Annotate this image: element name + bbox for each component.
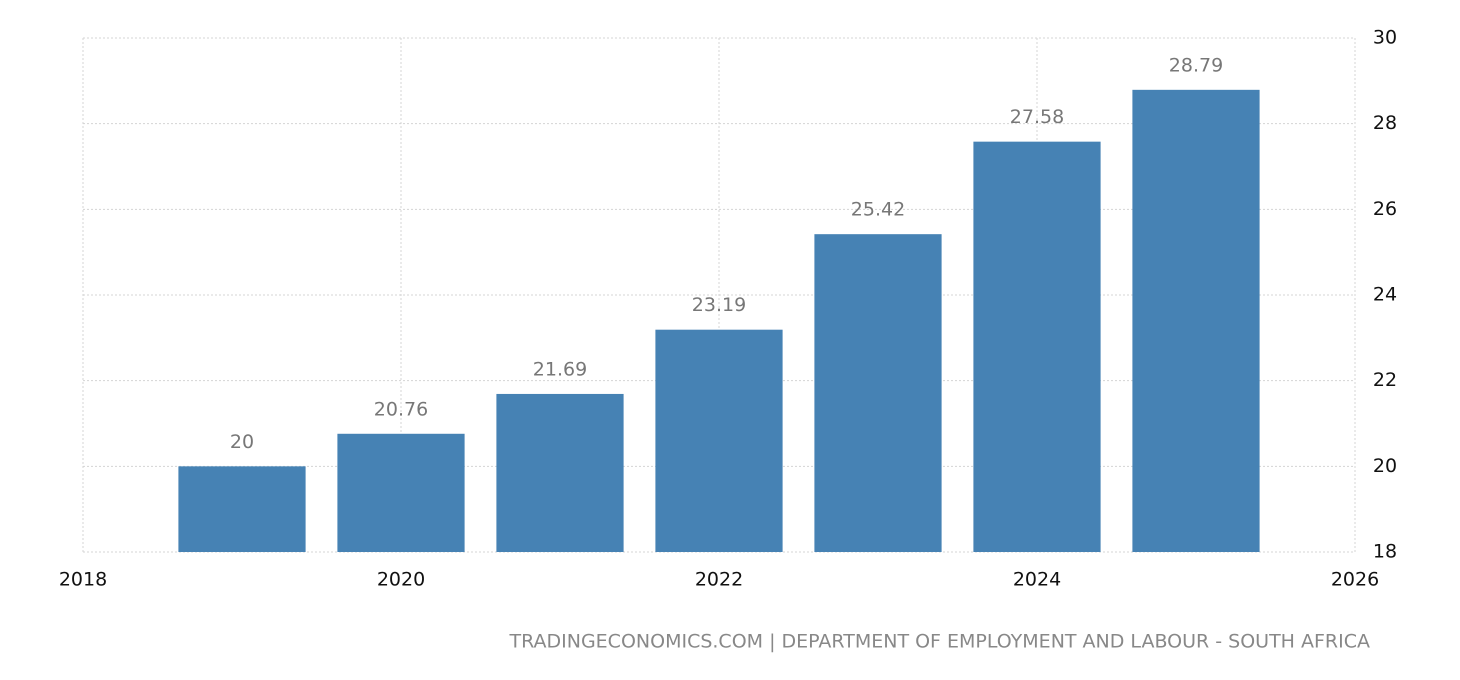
value-label: 25.42	[851, 199, 905, 221]
y-tick-label: 24	[1373, 284, 1397, 306]
bar	[973, 141, 1101, 552]
y-tick-label: 28	[1373, 112, 1397, 134]
bar	[814, 234, 942, 552]
x-tick-label: 2026	[1331, 569, 1379, 591]
value-label: 20.76	[374, 398, 428, 420]
bar	[337, 433, 465, 552]
y-tick-label: 22	[1373, 369, 1397, 391]
bar	[496, 393, 624, 552]
y-tick-label: 26	[1373, 198, 1397, 220]
bar	[1132, 89, 1260, 552]
y-tick-label: 30	[1373, 27, 1397, 49]
y-tick-label: 20	[1373, 455, 1397, 477]
value-label: 20	[230, 431, 254, 453]
x-tick-label: 2024	[1013, 569, 1061, 591]
value-label: 23.19	[692, 294, 746, 316]
x-tick-label: 2022	[695, 569, 743, 591]
value-label: 21.69	[533, 358, 587, 380]
value-label: 28.79	[1169, 54, 1223, 76]
y-tick-label: 18	[1373, 541, 1397, 563]
bar	[655, 329, 783, 552]
bar	[178, 466, 306, 552]
x-tick-label: 2018	[59, 569, 107, 591]
x-tick-label: 2020	[377, 569, 425, 591]
source: TRADINGECONOMICS.COM | DEPARTMENT OF EMP…	[508, 631, 1370, 653]
value-label: 27.58	[1010, 106, 1064, 128]
